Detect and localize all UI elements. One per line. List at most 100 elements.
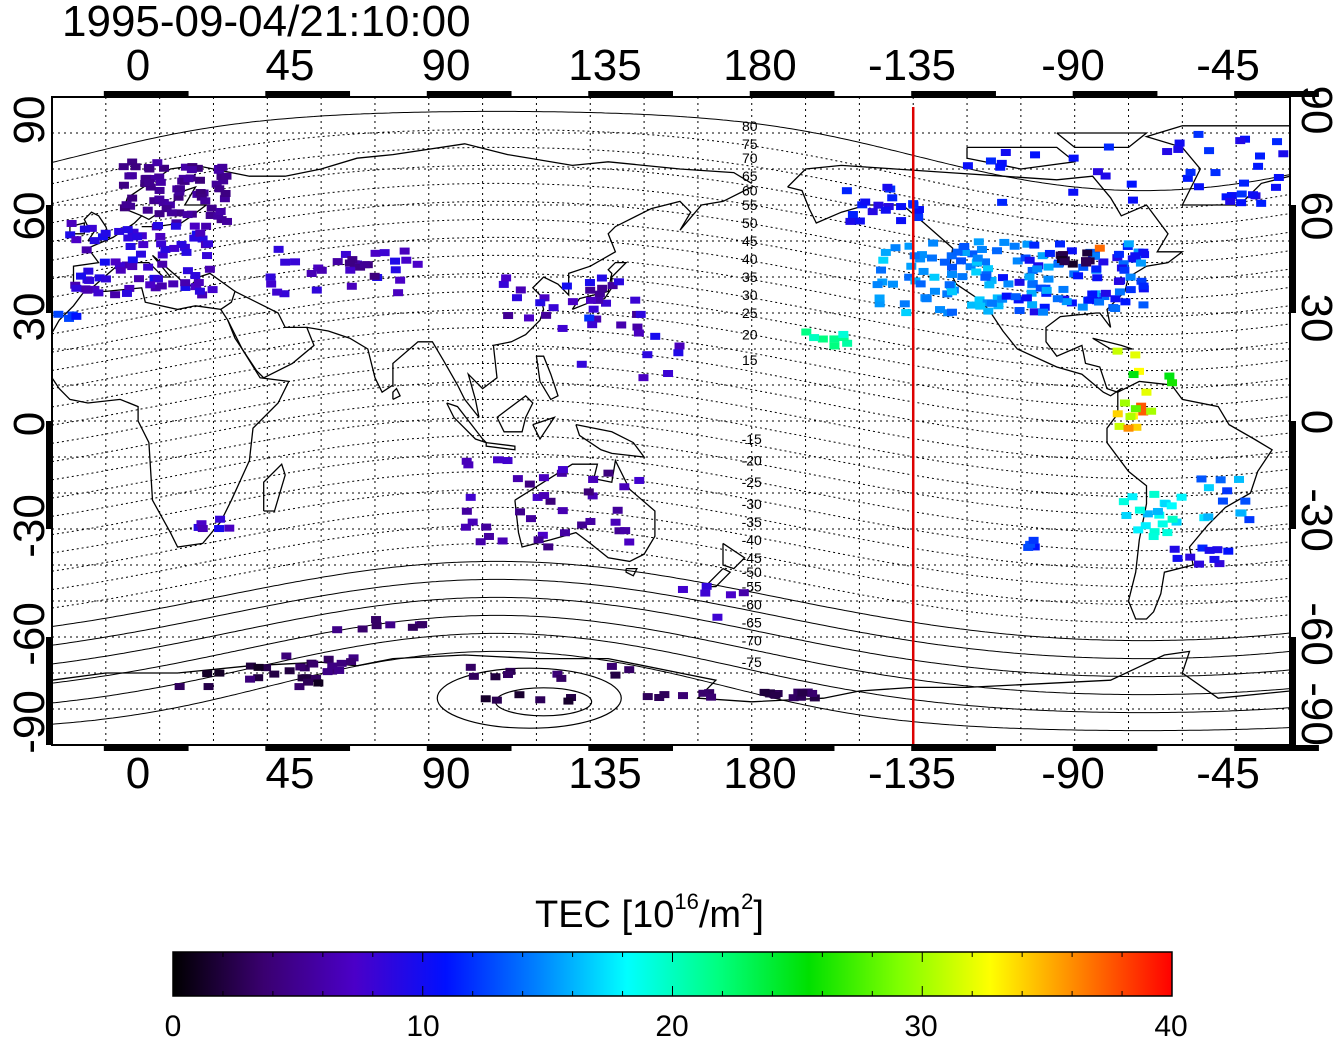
tec-point: [121, 289, 132, 297]
tec-point: [959, 248, 970, 256]
tec-point: [280, 258, 291, 266]
axis-band-top-bottom: [103, 745, 189, 751]
tec-point: [797, 689, 808, 697]
tec-point: [53, 310, 64, 318]
lon-tick-top: 90: [421, 41, 471, 90]
tec-point: [624, 666, 635, 674]
tec-point: [1130, 252, 1141, 260]
lat-tick-left: 60: [5, 191, 54, 241]
contour-line: [52, 398, 1290, 480]
tec-point: [1078, 263, 1089, 271]
tec-point: [93, 289, 104, 297]
contour-label: -75: [742, 654, 762, 670]
tec-point: [971, 268, 982, 276]
contour-label: -65: [742, 615, 762, 631]
tec-point: [1130, 405, 1141, 413]
tec-point: [1024, 256, 1035, 264]
tec-point: [1113, 277, 1124, 285]
tec-point: [559, 529, 570, 537]
tec-point: [630, 296, 641, 304]
tec-point: [910, 277, 921, 285]
tec-point: [1142, 510, 1153, 518]
tec-point: [174, 209, 185, 217]
tec-point: [838, 330, 849, 338]
tec-point: [170, 222, 181, 230]
axis-band-top-bottom: [426, 91, 512, 97]
tec-point: [1043, 275, 1054, 283]
tec-point: [359, 261, 370, 269]
tec-point: [1273, 173, 1284, 181]
tec-point: [880, 206, 891, 214]
tec-point: [316, 266, 327, 274]
axis-band-side: [1290, 421, 1296, 529]
tec-point: [847, 211, 858, 219]
tec-point: [584, 279, 595, 287]
tec-point: [1203, 513, 1214, 521]
tec-point: [221, 217, 232, 225]
tec-point: [1138, 248, 1149, 256]
lon-tick-bottom: 90: [421, 749, 471, 798]
tec-point: [556, 674, 567, 682]
tec-point: [663, 370, 674, 378]
tec-point: [152, 275, 163, 283]
tec-point: [379, 249, 390, 257]
contour-label: 60: [742, 183, 758, 199]
tec-point: [371, 616, 382, 624]
tec-point: [1239, 179, 1250, 187]
tec-point: [138, 241, 149, 249]
tec-point: [205, 211, 216, 219]
tec-point: [1174, 139, 1185, 147]
tec-point: [465, 663, 476, 671]
contour-label: -60: [742, 597, 762, 613]
tec-point: [594, 290, 605, 298]
tec-point: [81, 246, 92, 254]
axis-band-side: [46, 421, 52, 529]
tec-point: [202, 252, 213, 260]
tec-point: [152, 222, 163, 230]
tec-point: [1135, 259, 1146, 267]
contour-label: -50: [742, 564, 762, 580]
tec-point: [712, 613, 723, 621]
tec-point: [995, 163, 1006, 171]
tec-point: [465, 493, 476, 501]
contour-label: 45: [742, 233, 758, 249]
coastline-segment: [1106, 380, 1274, 620]
tec-point: [97, 233, 108, 241]
tec-point: [613, 278, 624, 286]
lon-tick-top: -90: [1041, 41, 1105, 90]
tec-point: [1092, 274, 1103, 282]
tec-point: [817, 335, 828, 343]
tec-point: [217, 163, 228, 171]
tec-point: [154, 186, 165, 194]
tec-point: [952, 248, 963, 256]
tec-point: [654, 694, 665, 702]
tec-point: [346, 282, 357, 290]
tec-point: [764, 689, 775, 697]
tec-point: [214, 185, 225, 193]
coastline-segment: [532, 416, 556, 441]
tec-point: [180, 279, 191, 287]
tec-point: [1193, 130, 1204, 138]
tec-point: [576, 360, 587, 368]
tec-point: [154, 195, 165, 203]
lat-tick-right: 30: [1292, 293, 1341, 343]
tec-point: [168, 280, 179, 288]
tec-point: [265, 273, 276, 281]
tec-point: [118, 163, 129, 171]
tec-point: [725, 591, 736, 599]
tec-point: [79, 225, 90, 233]
tec-point: [1094, 244, 1105, 252]
tec-point: [145, 183, 156, 191]
tec-point: [417, 621, 428, 629]
tec-point: [587, 321, 598, 329]
tec-point: [1176, 493, 1187, 501]
tec-point: [157, 251, 168, 259]
tec-point: [880, 248, 891, 256]
tec-point: [1157, 520, 1168, 528]
tec-point: [180, 163, 191, 171]
tec-point: [1146, 407, 1157, 415]
lon-tick-top: 45: [265, 41, 315, 90]
tec-point: [983, 307, 994, 315]
tec-point: [996, 159, 1007, 167]
tec-point: [638, 374, 649, 382]
